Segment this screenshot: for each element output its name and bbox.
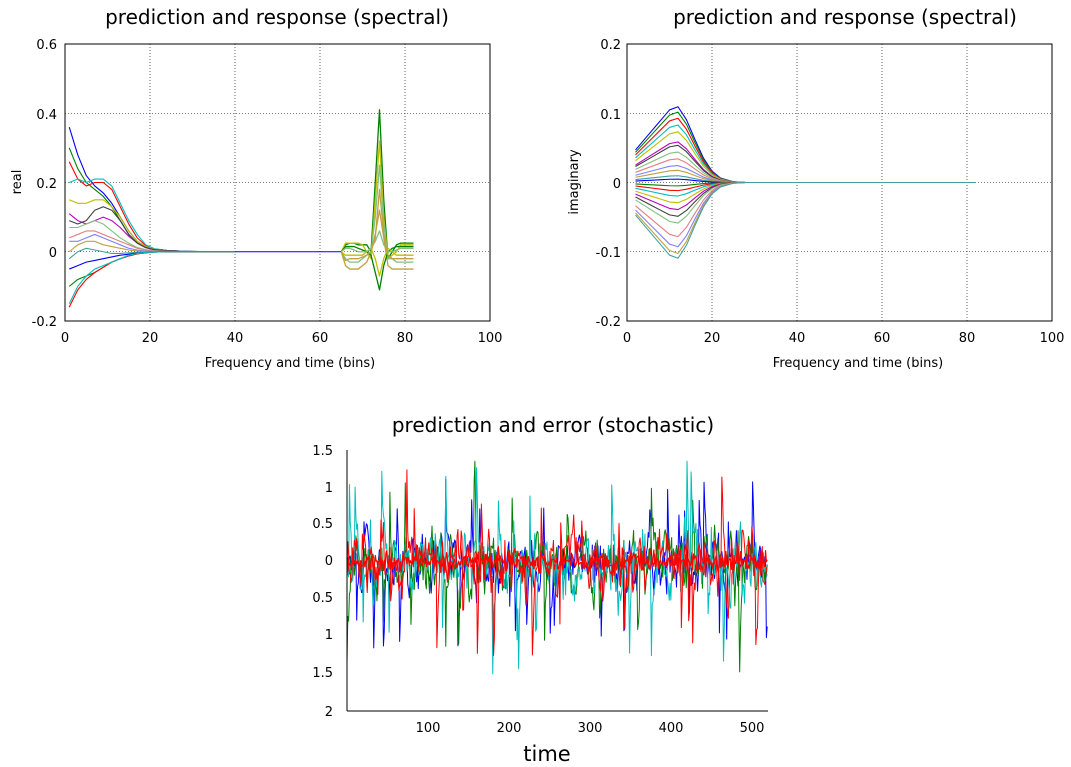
chart-real-series-line xyxy=(69,199,235,253)
chart-real-xtick: 20 xyxy=(142,331,159,346)
chart-real-grid xyxy=(65,44,490,321)
chart-real-series-line xyxy=(340,230,414,253)
chart-imaginary-title: prediction and response (spectral) xyxy=(673,5,1017,29)
chart-real-series-line xyxy=(340,247,414,277)
chart-imaginary-series-line xyxy=(635,175,976,184)
chart-stochastic-xticks: 100 200 300 400 500 xyxy=(416,721,765,736)
chart-imaginary-ylabel: imaginary xyxy=(567,149,582,215)
chart-stochastic-ytick: 1.5 xyxy=(312,666,333,681)
chart-imaginary-xtick: 20 xyxy=(704,331,721,346)
chart-real-xtick: 40 xyxy=(227,331,244,346)
chart-imaginary-xticks: 0 20 40 60 80 100 xyxy=(623,331,1065,346)
chart-stochastic-title: prediction and error (stochastic) xyxy=(392,413,714,437)
chart-real-series-line xyxy=(68,247,235,260)
chart-imaginary-series-line xyxy=(635,181,976,224)
chart-real-axes-box xyxy=(64,43,491,322)
chart-real-xlabel: Frequency and time (bins) xyxy=(205,356,375,371)
chart-stochastic-xtick: 300 xyxy=(578,721,603,736)
chart-real-ytick: 0 xyxy=(49,246,57,261)
chart-stochastic-xtick: 100 xyxy=(416,721,441,736)
chart-stochastic-xtick: 400 xyxy=(659,721,684,736)
chart-stochastic-ytick: 1 xyxy=(325,481,333,496)
chart-real-series-line xyxy=(68,213,235,253)
chart-imaginary-series-line xyxy=(635,181,976,211)
chart-real-series-line xyxy=(69,251,235,270)
chart-imaginary-xlabel: Frequency and time (bins) xyxy=(773,356,943,371)
chart-real-ylabel: real xyxy=(10,170,25,195)
chart-stochastic-ytick: 0.5 xyxy=(312,591,333,606)
chart-real-ytick: 0.6 xyxy=(36,38,57,53)
chart-real-title: prediction and response (spectral) xyxy=(105,5,449,29)
chart-stochastic-yticks: 1.5 1 0.5 0 0.5 1 1.5 2 xyxy=(312,444,333,720)
chart-stochastic-ytick: 0.5 xyxy=(312,517,333,532)
chart-stochastic-series-line xyxy=(346,546,768,576)
chart-imaginary-series-line xyxy=(635,106,976,184)
chart-real-yticks: -0.2 0 0.2 0.4 0.6 xyxy=(32,38,57,330)
chart-imaginary: prediction and response (spectral) 0 20 … xyxy=(567,5,1064,371)
chart-stochastic-xlabel: time xyxy=(523,742,570,766)
chart-real: prediction and response (spectral) 0 20 … xyxy=(10,5,502,371)
chart-imaginary-xtick: 60 xyxy=(874,331,891,346)
chart-stochastic-xtick: 500 xyxy=(740,721,765,736)
chart-real-series-line xyxy=(340,209,414,270)
chart-real-ytick: 0.2 xyxy=(36,177,57,192)
chart-real-series-line xyxy=(340,164,414,263)
chart-imaginary-series-line xyxy=(635,181,976,238)
chart-stochastic: prediction and error (stochastic) 100 20… xyxy=(312,413,768,766)
chart-real-series-line xyxy=(68,251,235,304)
chart-stochastic-ytick: 2 xyxy=(325,705,333,720)
chart-imaginary-lines xyxy=(635,106,976,259)
chart-imaginary-series-line xyxy=(635,158,976,184)
chart-imaginary-ytick: 0.2 xyxy=(600,38,621,53)
chart-imaginary-series-line xyxy=(635,151,976,184)
chart-stochastic-xtick: 200 xyxy=(497,721,522,736)
chart-real-series-line xyxy=(340,188,414,262)
chart-real-lines xyxy=(68,109,414,308)
chart-imaginary-axes-box xyxy=(626,43,1053,322)
chart-stochastic-ytick: 1.5 xyxy=(312,444,333,459)
chart-stochastic-lines xyxy=(346,460,768,675)
chart-imaginary-xtick: 100 xyxy=(1040,331,1065,346)
chart-real-series-line xyxy=(68,161,235,253)
chart-real-ytick: -0.2 xyxy=(32,315,57,330)
chart-imaginary-yticks: -0.2 -0.1 0 0.1 0.2 xyxy=(596,38,621,330)
chart-imaginary-xtick: 40 xyxy=(789,331,806,346)
chart-imaginary-series-line xyxy=(635,181,976,259)
chart-imaginary-series-line xyxy=(635,181,976,192)
chart-stochastic-ytick: 1 xyxy=(325,628,333,643)
chart-real-series-line xyxy=(69,206,235,253)
chart-real-xtick: 0 xyxy=(61,331,69,346)
chart-real-ytick: 0.4 xyxy=(36,108,57,123)
chart-imaginary-xtick: 80 xyxy=(959,331,976,346)
chart-imaginary-ytick: -0.2 xyxy=(596,315,621,330)
chart-imaginary-xtick: 0 xyxy=(623,331,631,346)
chart-imaginary-ytick: 0 xyxy=(613,177,621,192)
chart-real-xticks: 0 20 40 60 80 100 xyxy=(61,331,503,346)
chart-imaginary-series-line xyxy=(635,124,976,184)
chart-real-xtick: 100 xyxy=(478,331,503,346)
chart-imaginary-series-line xyxy=(635,181,976,248)
chart-real-series-line xyxy=(340,140,414,260)
chart-real-series-line xyxy=(340,245,414,291)
chart-stochastic-ytick: 0 xyxy=(325,554,333,569)
chart-imaginary-ytick: 0.1 xyxy=(600,108,621,123)
chart-real-xtick: 60 xyxy=(312,331,329,346)
chart-imaginary-ytick: -0.1 xyxy=(596,246,621,261)
chart-real-xtick: 80 xyxy=(397,331,414,346)
